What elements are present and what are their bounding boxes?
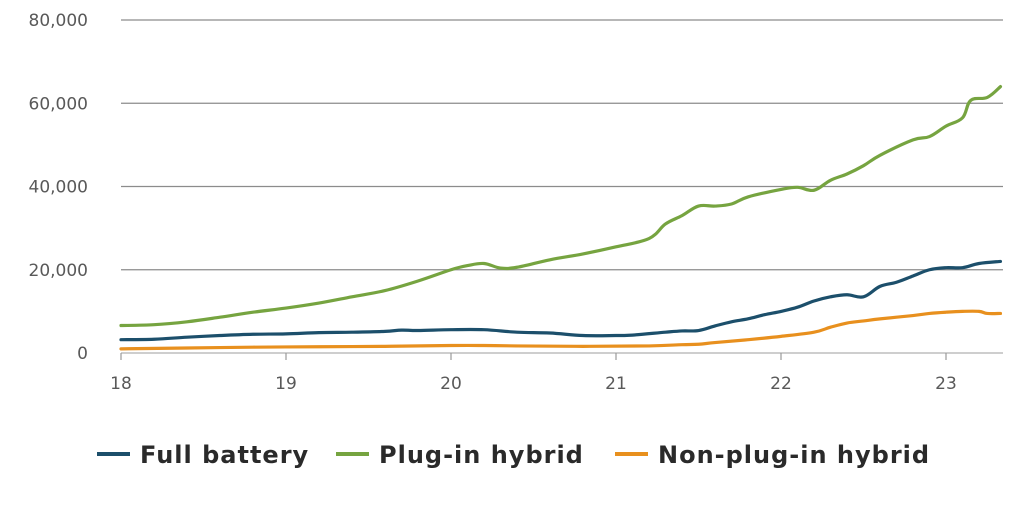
series-line-full-battery (119, 259, 1003, 342)
y-tick-label: 20,000 (29, 261, 88, 281)
x-tick-label: 18 (110, 374, 132, 394)
x-tick-label: 19 (275, 374, 297, 394)
x-tick-label: 23 (935, 374, 957, 394)
y-tick-label: 60,000 (29, 94, 88, 114)
legend-label-plug-in-hybrid: Plug-in hybrid (379, 441, 584, 469)
legend: Full battery Plug-in hybrid Non-plug-in hy… (97, 441, 930, 469)
x-tick-label: 21 (605, 374, 627, 394)
y-tick-label: 0 (77, 344, 88, 364)
y-tick-label: 80,000 (29, 11, 88, 31)
y-tick-label: 40,000 (29, 178, 88, 198)
series-lines (119, 85, 1003, 351)
series-line-plug-in-hybrid (119, 85, 1003, 328)
x-tick-label: 20 (440, 374, 462, 394)
gridlines (121, 19, 1003, 354)
axes: 0 20,000 40,000 60,000 80,000 18 19 20 21 22 23 (29, 11, 957, 394)
legend-label-full-battery: Full battery (140, 441, 309, 469)
legend-label-non-plug-in-hybrid: Non-plug-in hybrid (658, 441, 930, 469)
series-line-non-plug-in-hybrid (119, 309, 1003, 351)
x-tick-label: 22 (770, 374, 792, 394)
